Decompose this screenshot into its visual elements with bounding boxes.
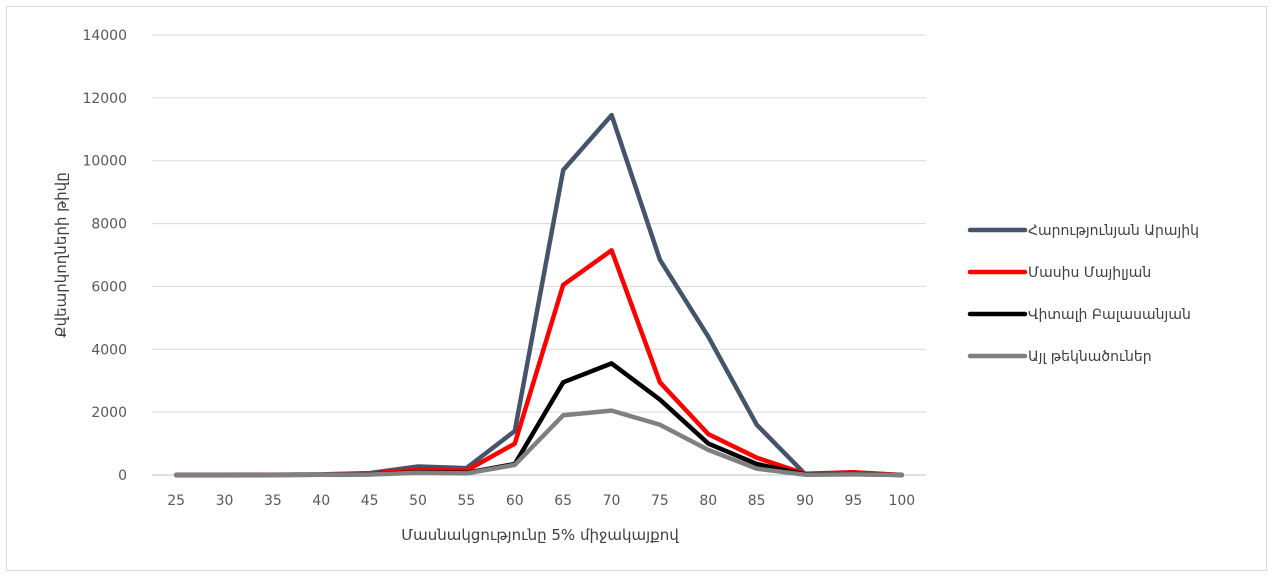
x-axis-title: Մասնակցությունը 5% միջակայքով [401, 526, 679, 544]
y-tick-label: 2000 [91, 405, 127, 421]
legend-label: Վիտալի Բալասանյան [1028, 307, 1191, 323]
x-tick-label: 35 [264, 493, 282, 509]
y-tick-label: 4000 [91, 342, 127, 358]
x-tick-label: 45 [361, 493, 379, 509]
x-tick-label: 55 [458, 493, 476, 509]
y-tick-label: 10000 [82, 154, 127, 170]
y-tick-labels: 0 2000 4000 6000 8000 10000 12000 14000 [82, 28, 127, 484]
series-line-3 [173, 361, 905, 478]
y-tick-label: 6000 [91, 279, 127, 295]
y-tick-label: 14000 [82, 28, 127, 44]
x-tick-label: 100 [888, 493, 915, 509]
y-tick-label: 0 [118, 468, 127, 484]
y-tick-label: 12000 [82, 91, 127, 107]
x-tick-label: 30 [216, 493, 234, 509]
x-tick-label: 85 [748, 493, 766, 509]
legend-label: Մասիս Մայիլյան [1028, 265, 1151, 281]
x-tick-label: 40 [312, 493, 330, 509]
y-tick-label: 8000 [91, 217, 127, 233]
x-tick-label: 80 [699, 493, 717, 509]
x-tick-label: 75 [651, 493, 669, 509]
x-tick-label: 60 [506, 493, 524, 509]
x-tick-labels: 25 30 35 40 45 50 55 60 65 70 75 80 85 90 95 100 [167, 493, 915, 509]
x-tick-label: 50 [409, 493, 427, 509]
y-axis-title: Քվեարկողների թիվը [52, 172, 70, 337]
x-tick-label: 70 [603, 493, 621, 509]
gridlines [152, 34, 926, 476]
legend: Հարությունյան Արայիկ Մասիս Մայիլյան Վիտալի… [967, 223, 1199, 365]
x-tick-label: 90 [796, 493, 814, 509]
x-tick-label: 65 [554, 493, 572, 509]
legend-label: Հարությունյան Արայիկ [1028, 223, 1199, 239]
legend-label: Այլ թեկնածուներ [1028, 349, 1152, 365]
x-tick-label: 25 [167, 493, 185, 509]
x-tick-label: 95 [845, 493, 863, 509]
series-lines [173, 112, 905, 478]
series-line-4 [173, 408, 905, 478]
